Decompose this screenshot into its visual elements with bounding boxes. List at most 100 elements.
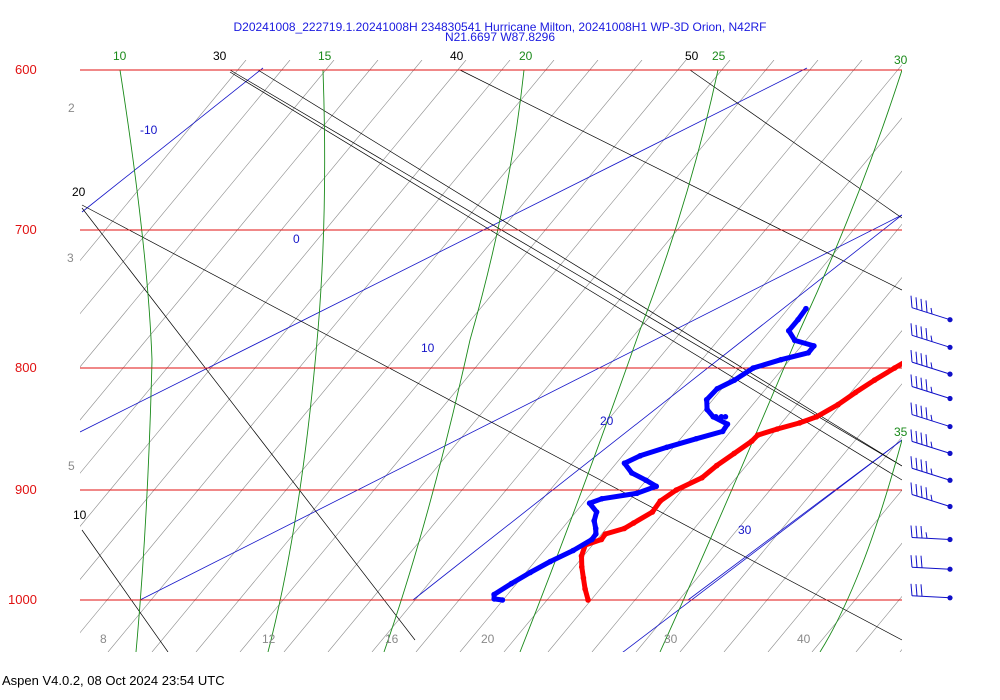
- wind-barb-flag: [910, 350, 913, 363]
- dewpoint-point: [621, 460, 628, 466]
- wind-barb: [910, 482, 953, 510]
- moist-adiabat-label: 35: [894, 425, 908, 439]
- dewpoint-point: [589, 536, 595, 543]
- wind-barb-flag: [925, 434, 928, 447]
- dewpoint-point: [591, 518, 597, 524]
- wind-barb: [910, 583, 953, 601]
- wind-barb-flag: [910, 482, 913, 495]
- dry-adiabat-line: [80, 60, 423, 474]
- dry-adiabat-line: [195, 60, 687, 652]
- isotherm-label: 50: [685, 49, 699, 63]
- dry-adiabat-line: [723, 436, 902, 652]
- wind-barb-station: [947, 595, 953, 601]
- isotherm-label: 30: [213, 49, 227, 63]
- temperature-point: [580, 575, 587, 581]
- temperature-axis-label: 16: [385, 632, 399, 646]
- mixing-ratio-line: [81, 67, 264, 213]
- dewpoint-point: [637, 453, 643, 459]
- wind-barb: [910, 402, 953, 430]
- wind-barb-flag: [910, 402, 913, 415]
- temperature-point: [657, 498, 664, 504]
- temperature-point: [852, 389, 859, 396]
- moist-adiabat-line: [119, 69, 153, 652]
- isotherm-label: 10: [73, 508, 87, 522]
- dewpoint-point: [643, 477, 649, 484]
- wind-barb-flag: [925, 487, 928, 500]
- dewpoint-point: [693, 435, 699, 442]
- dry-adiabat-line: [679, 383, 902, 652]
- temperature-point: [835, 401, 841, 408]
- wind-barb-flag: [920, 377, 923, 390]
- wind-barb-flag: [930, 307, 933, 315]
- dewpoint-point: [704, 406, 710, 413]
- mixing-ratio-label: 30: [738, 523, 752, 537]
- isotherm-line: [81, 207, 416, 641]
- moist-adiabat-label: 10: [113, 49, 127, 63]
- wind-barb-station: [947, 423, 953, 430]
- moist-adiabat-line: [819, 439, 902, 652]
- moist-adiabat-line: [659, 69, 902, 652]
- temperature-point: [796, 420, 803, 426]
- wind-barb-flag: [915, 351, 918, 364]
- moist-adiabat-label: 30: [894, 53, 908, 67]
- wind-barb-flag: [925, 379, 928, 392]
- dewpoint-point: [634, 490, 640, 497]
- wind-barb-flag: [925, 354, 928, 367]
- wind-barb-flag: [930, 362, 933, 369]
- wind-barb-flag: [910, 323, 913, 336]
- wind-barb-staff: [911, 467, 951, 481]
- dewpoint-point: [803, 305, 809, 312]
- dry-adiabat-line: [151, 60, 643, 652]
- isotherm-line: [229, 69, 902, 467]
- wind-barb-staff: [911, 440, 951, 454]
- wind-barb-flag: [920, 298, 923, 311]
- wind-barb-staff: [911, 386, 951, 399]
- wind-barb-staff: [911, 361, 951, 375]
- temperature-point: [991, 303, 997, 309]
- wind-barb-flag: [920, 584, 923, 597]
- dry-adiabat-line: [591, 276, 902, 652]
- wind-barb-flag: [920, 555, 923, 568]
- dry-adiabat-label: 3: [67, 251, 74, 265]
- wind-barb-station: [947, 566, 953, 572]
- dewpoint-point: [508, 580, 515, 587]
- dry-adiabat-line: [371, 60, 863, 652]
- temperature-point: [813, 414, 820, 420]
- wind-barb-staff: [911, 537, 951, 540]
- temperature-point: [578, 553, 585, 559]
- dry-adiabat-line: [80, 60, 291, 315]
- dry-adiabat-label: 2: [68, 101, 75, 115]
- wind-barb-flag: [920, 525, 923, 539]
- dewpoint-point: [778, 356, 784, 363]
- dewpoint-point: [527, 569, 534, 576]
- dry-adiabat-line: [80, 60, 467, 527]
- temperature-axis-label: 8: [100, 632, 107, 646]
- wind-barb-flag: [915, 404, 918, 417]
- dewpoint-point: [713, 414, 719, 420]
- isobar-label: 1000: [8, 592, 37, 607]
- wind-barb-flag: [930, 494, 933, 501]
- wind-barb-staff: [911, 595, 951, 599]
- dry-adiabat-line: [635, 330, 902, 652]
- wind-barb-flag: [915, 297, 918, 310]
- dewpoint-point: [593, 509, 600, 515]
- wind-barb-flag: [920, 432, 923, 445]
- dewpoint-point: [598, 496, 605, 502]
- temperature-point: [578, 564, 585, 570]
- wind-barb-flag: [910, 583, 913, 596]
- mixing-ratio-line: [139, 214, 902, 601]
- isotherm-line: [689, 69, 902, 219]
- dry-adiabat-line: [767, 489, 902, 652]
- dry-adiabat-line: [944, 60, 1000, 652]
- wind-barb-flag: [925, 327, 928, 341]
- chart-subtitle: N21.6697 W87.8296: [444, 30, 556, 44]
- dewpoint-point: [785, 327, 792, 334]
- wind-barb-flag: [930, 386, 933, 393]
- isotherm-line: [257, 69, 902, 467]
- mixing-ratio-label: 10: [421, 341, 435, 355]
- wind-barb-station: [947, 344, 953, 350]
- dewpoint-point: [491, 596, 498, 602]
- dry-adiabat-line: [239, 60, 731, 652]
- temperature-point: [649, 509, 656, 515]
